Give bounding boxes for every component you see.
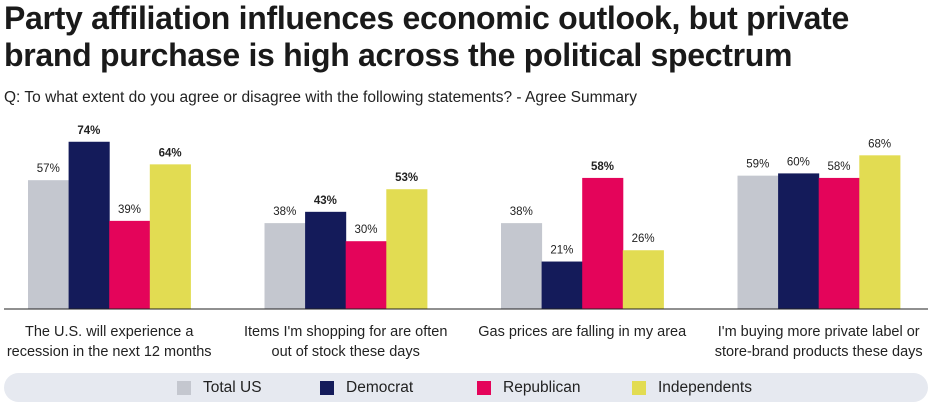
bar	[109, 220, 151, 309]
chart-subtitle: Q: To what extent do you agree or disagr…	[4, 89, 637, 106]
category-label: I'm buying more private label or	[718, 324, 920, 340]
data-label: 26%	[632, 233, 655, 245]
chart-title: Party affiliation influences economic ou…	[4, 0, 849, 73]
bar	[737, 175, 779, 309]
legend-swatch	[632, 381, 646, 395]
bar	[149, 164, 191, 309]
bar	[305, 211, 347, 309]
data-label: 60%	[787, 156, 810, 168]
legend-label: Democrat	[346, 379, 414, 396]
data-label: 58%	[591, 161, 614, 173]
data-label: 57%	[37, 163, 60, 175]
legend-item: Republican	[477, 379, 581, 397]
legend-label: Total US	[203, 379, 262, 396]
legend-item: Independents	[632, 379, 752, 397]
legend-swatch	[177, 381, 191, 395]
data-label: 53%	[395, 172, 418, 184]
bar	[818, 177, 860, 309]
bar	[264, 223, 306, 309]
category-label: Gas prices are falling in my area	[478, 324, 687, 340]
legend-item: Democrat	[320, 379, 413, 397]
bar	[778, 173, 820, 309]
data-label: 58%	[827, 161, 850, 173]
legend-item: Total US	[177, 379, 262, 397]
category-label: recession in the next 12 months	[7, 344, 212, 360]
bar	[68, 141, 110, 309]
bar-chart: 57% 74% 39% 64% The U.S. will experience a re…	[4, 125, 928, 360]
bar	[386, 189, 428, 309]
bar	[501, 223, 543, 309]
bar	[541, 261, 583, 309]
legend-swatch	[477, 381, 491, 395]
bar	[859, 155, 901, 309]
category-label: store-brand products these days	[715, 344, 923, 360]
bar	[28, 180, 70, 309]
category-label: Items I'm shopping for are often	[244, 324, 447, 340]
bar	[345, 241, 387, 309]
legend-label: Independents	[658, 379, 752, 396]
data-label: 38%	[273, 206, 296, 218]
data-label: 74%	[77, 125, 100, 137]
data-label: 21%	[550, 245, 573, 257]
bar	[582, 177, 624, 309]
data-label: 64%	[159, 147, 182, 159]
data-label: 38%	[510, 206, 533, 218]
category-label: out of stock these days	[272, 344, 420, 360]
category-label: The U.S. will experience a	[25, 324, 194, 340]
legend-swatch	[320, 381, 334, 395]
legend-label: Republican	[503, 379, 581, 396]
data-label: 39%	[118, 204, 141, 216]
data-label: 43%	[314, 195, 337, 207]
bar	[622, 250, 664, 309]
data-label: 68%	[868, 138, 891, 150]
data-label: 30%	[354, 224, 377, 236]
data-label: 59%	[746, 159, 769, 171]
legend: Total US Democrat Republican Independents	[4, 373, 928, 402]
